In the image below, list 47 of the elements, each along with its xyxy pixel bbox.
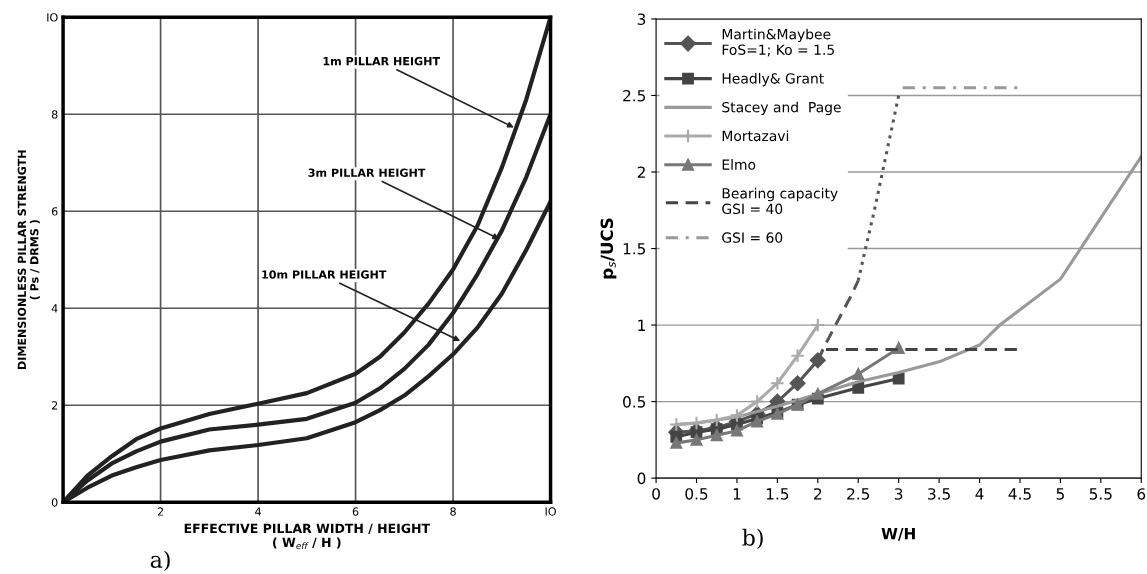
y-tick-label: 0 <box>637 472 646 485</box>
text: a) <box>150 550 170 572</box>
legend-label: Elmo <box>722 159 756 170</box>
y-tick-label: 1.5 <box>623 243 646 255</box>
x-tick-label: 2 <box>157 507 163 516</box>
y-tick-label: 2 <box>51 401 58 410</box>
x-tick-label: 4 <box>975 488 984 500</box>
y-tick-label: 0.5 <box>623 396 646 408</box>
y-tick-label: 4 <box>51 304 58 313</box>
legend-label: Martin&Maybee FoS=1; Ko = 1.5 <box>722 28 834 57</box>
x-tick-label: 8 <box>450 507 456 516</box>
annotation: 3m PILLAR HEIGHT <box>308 168 426 177</box>
x-axis-title: W/H <box>881 528 915 541</box>
y-tick-label: 3 <box>637 13 646 25</box>
y-axis-title: p$_{s}$/UCS <box>600 218 617 279</box>
x-tick-label: 1.5 <box>766 488 789 500</box>
legend-label: GSI = 60 <box>722 232 783 243</box>
text: b) <box>742 528 763 549</box>
x-tick-label: 0.5 <box>685 488 708 500</box>
legend-label: Headly& Grant <box>722 72 824 87</box>
x-tick-label: IO <box>545 507 556 516</box>
y-tick-label: 0 <box>51 498 58 507</box>
annotation: 1m PILLAR HEIGHT <box>323 56 440 66</box>
x-tick-label: 6 <box>352 507 359 516</box>
x-axis-title: EFFECTIVE PILLAR WIDTH / HEIGHT ( W$_{eff}$ / H ) <box>184 523 430 550</box>
x-tick-label: 5 <box>1056 488 1064 500</box>
x-tick-label: 6 <box>1137 488 1146 500</box>
y-tick-label: 2.5 <box>623 89 646 102</box>
y-tick-label: IO <box>47 13 58 22</box>
annotation: 10m PILLAR HEIGHT <box>262 270 387 279</box>
legend-label: Mortazavi <box>722 130 789 142</box>
y-tick-label: 2 <box>637 166 645 178</box>
y-tick-label: 8 <box>51 110 58 119</box>
x-tick-label: 4 <box>255 507 261 516</box>
x-tick-label: 3.5 <box>928 488 950 500</box>
x-tick-label: 2 <box>814 488 822 500</box>
x-tick-label: 0 <box>652 488 660 500</box>
legend-label: Stacey and Page <box>722 101 841 116</box>
y-tick-label: 6 <box>51 207 58 216</box>
x-tick-label: 2.5 <box>847 488 870 500</box>
x-tick-label: 1 <box>733 488 741 500</box>
x-tick-label: 4.5 <box>1008 488 1031 500</box>
legend-label: Bearing capacity GSI = 40 <box>722 187 838 215</box>
y-tick-label: 1 <box>638 319 645 331</box>
x-tick-label: 3 <box>894 488 903 500</box>
y-axis-title: DIMENSIONLESS PILLAR STRENGTH ( Ps / DRMS ) <box>17 150 40 369</box>
x-tick-label: 5.5 <box>1089 488 1112 500</box>
